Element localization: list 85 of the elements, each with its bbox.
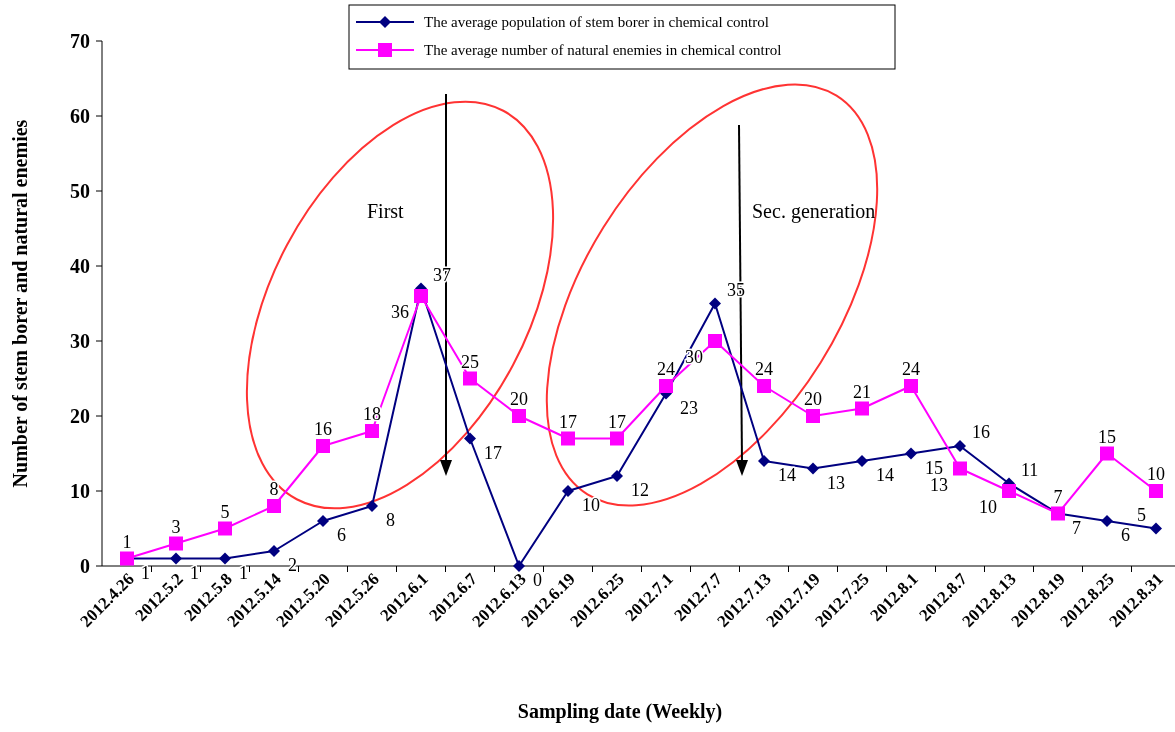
y-tick-label: 30: [70, 330, 90, 352]
point: [464, 432, 476, 445]
point: [611, 470, 623, 482]
point: [267, 499, 281, 513]
data-label: 13: [827, 472, 845, 493]
data-label: 14: [876, 465, 894, 485]
point: [512, 409, 526, 423]
data-label: 25: [461, 351, 479, 372]
point: [757, 379, 771, 393]
point: [317, 515, 329, 527]
data-label: 24: [902, 359, 920, 379]
point: [807, 462, 819, 475]
data-label: 15: [1098, 426, 1116, 447]
y-tick-label: 0: [80, 555, 90, 577]
point: [1150, 522, 1162, 535]
data-label: 10: [979, 497, 997, 517]
point: [562, 485, 574, 497]
point: [905, 447, 917, 460]
data-label: 21: [853, 381, 871, 402]
data-label: 7: [1072, 517, 1081, 538]
legend-label: The average number of natural enemies in chemical control: [424, 42, 782, 58]
point: [709, 297, 721, 310]
data-label: 11: [1021, 459, 1039, 480]
point: [610, 431, 624, 446]
x-axis-title: Sampling date (Weekly): [517, 700, 723, 723]
point: [855, 401, 869, 416]
data-label: 16: [972, 422, 990, 442]
data-label: 14: [778, 465, 796, 485]
data-label: 23: [680, 397, 698, 418]
point: [218, 521, 232, 536]
point: [806, 409, 820, 423]
legend-label: The average population of stem borer in chemical control: [424, 14, 769, 30]
data-label: 6: [1121, 525, 1130, 545]
point: [170, 552, 182, 565]
data-label: 2: [288, 555, 297, 575]
point: [268, 545, 280, 557]
y-tick-label: 50: [70, 180, 90, 202]
point: [954, 440, 966, 452]
data-label: 1: [122, 531, 132, 552]
data-label: 17: [484, 442, 502, 463]
data-label: 24: [657, 359, 675, 379]
point: [953, 461, 967, 476]
data-label: 20: [804, 389, 822, 409]
data-label: 8: [386, 510, 395, 530]
annotation: First: [367, 200, 405, 222]
point: [561, 431, 575, 446]
point: [366, 500, 378, 512]
point: [1101, 515, 1113, 527]
annotation: Sec. generation: [752, 200, 876, 223]
point: [856, 455, 868, 467]
point: [463, 371, 477, 386]
y-tick-label: 60: [70, 105, 90, 127]
data-label: 24: [755, 359, 773, 379]
data-label: 17: [608, 411, 626, 432]
data-label: 36: [391, 302, 409, 322]
data-label: 5: [220, 501, 230, 522]
data-label: 10: [582, 495, 600, 515]
data-label: 3: [171, 516, 181, 537]
data-label: 5: [1137, 504, 1146, 525]
point: [219, 552, 231, 565]
point: [659, 379, 673, 393]
data-label: 16: [314, 419, 332, 439]
point: [365, 424, 379, 438]
data-label: 17: [559, 411, 577, 432]
point: [1100, 446, 1114, 461]
y-tick-label: 20: [70, 405, 90, 427]
point: [1149, 484, 1163, 498]
point: [708, 334, 722, 348]
data-label: 12: [631, 480, 649, 500]
y-tick-label: 70: [70, 30, 90, 52]
point: [758, 455, 770, 467]
y-axis-title: Number of stem borer and natural enemies: [9, 119, 31, 488]
data-label: 8: [269, 479, 279, 499]
data-label: 7: [1053, 486, 1063, 507]
y-tick-label: 40: [70, 255, 90, 277]
data-label: 6: [337, 525, 346, 545]
point: [414, 289, 428, 303]
point: [316, 439, 330, 453]
point: [1002, 484, 1016, 498]
point: [904, 379, 918, 393]
point: [513, 560, 525, 572]
y-tick-label: 10: [70, 480, 90, 502]
point: [169, 536, 183, 551]
data-label: 10: [1147, 464, 1165, 484]
data-label: 20: [510, 389, 528, 409]
